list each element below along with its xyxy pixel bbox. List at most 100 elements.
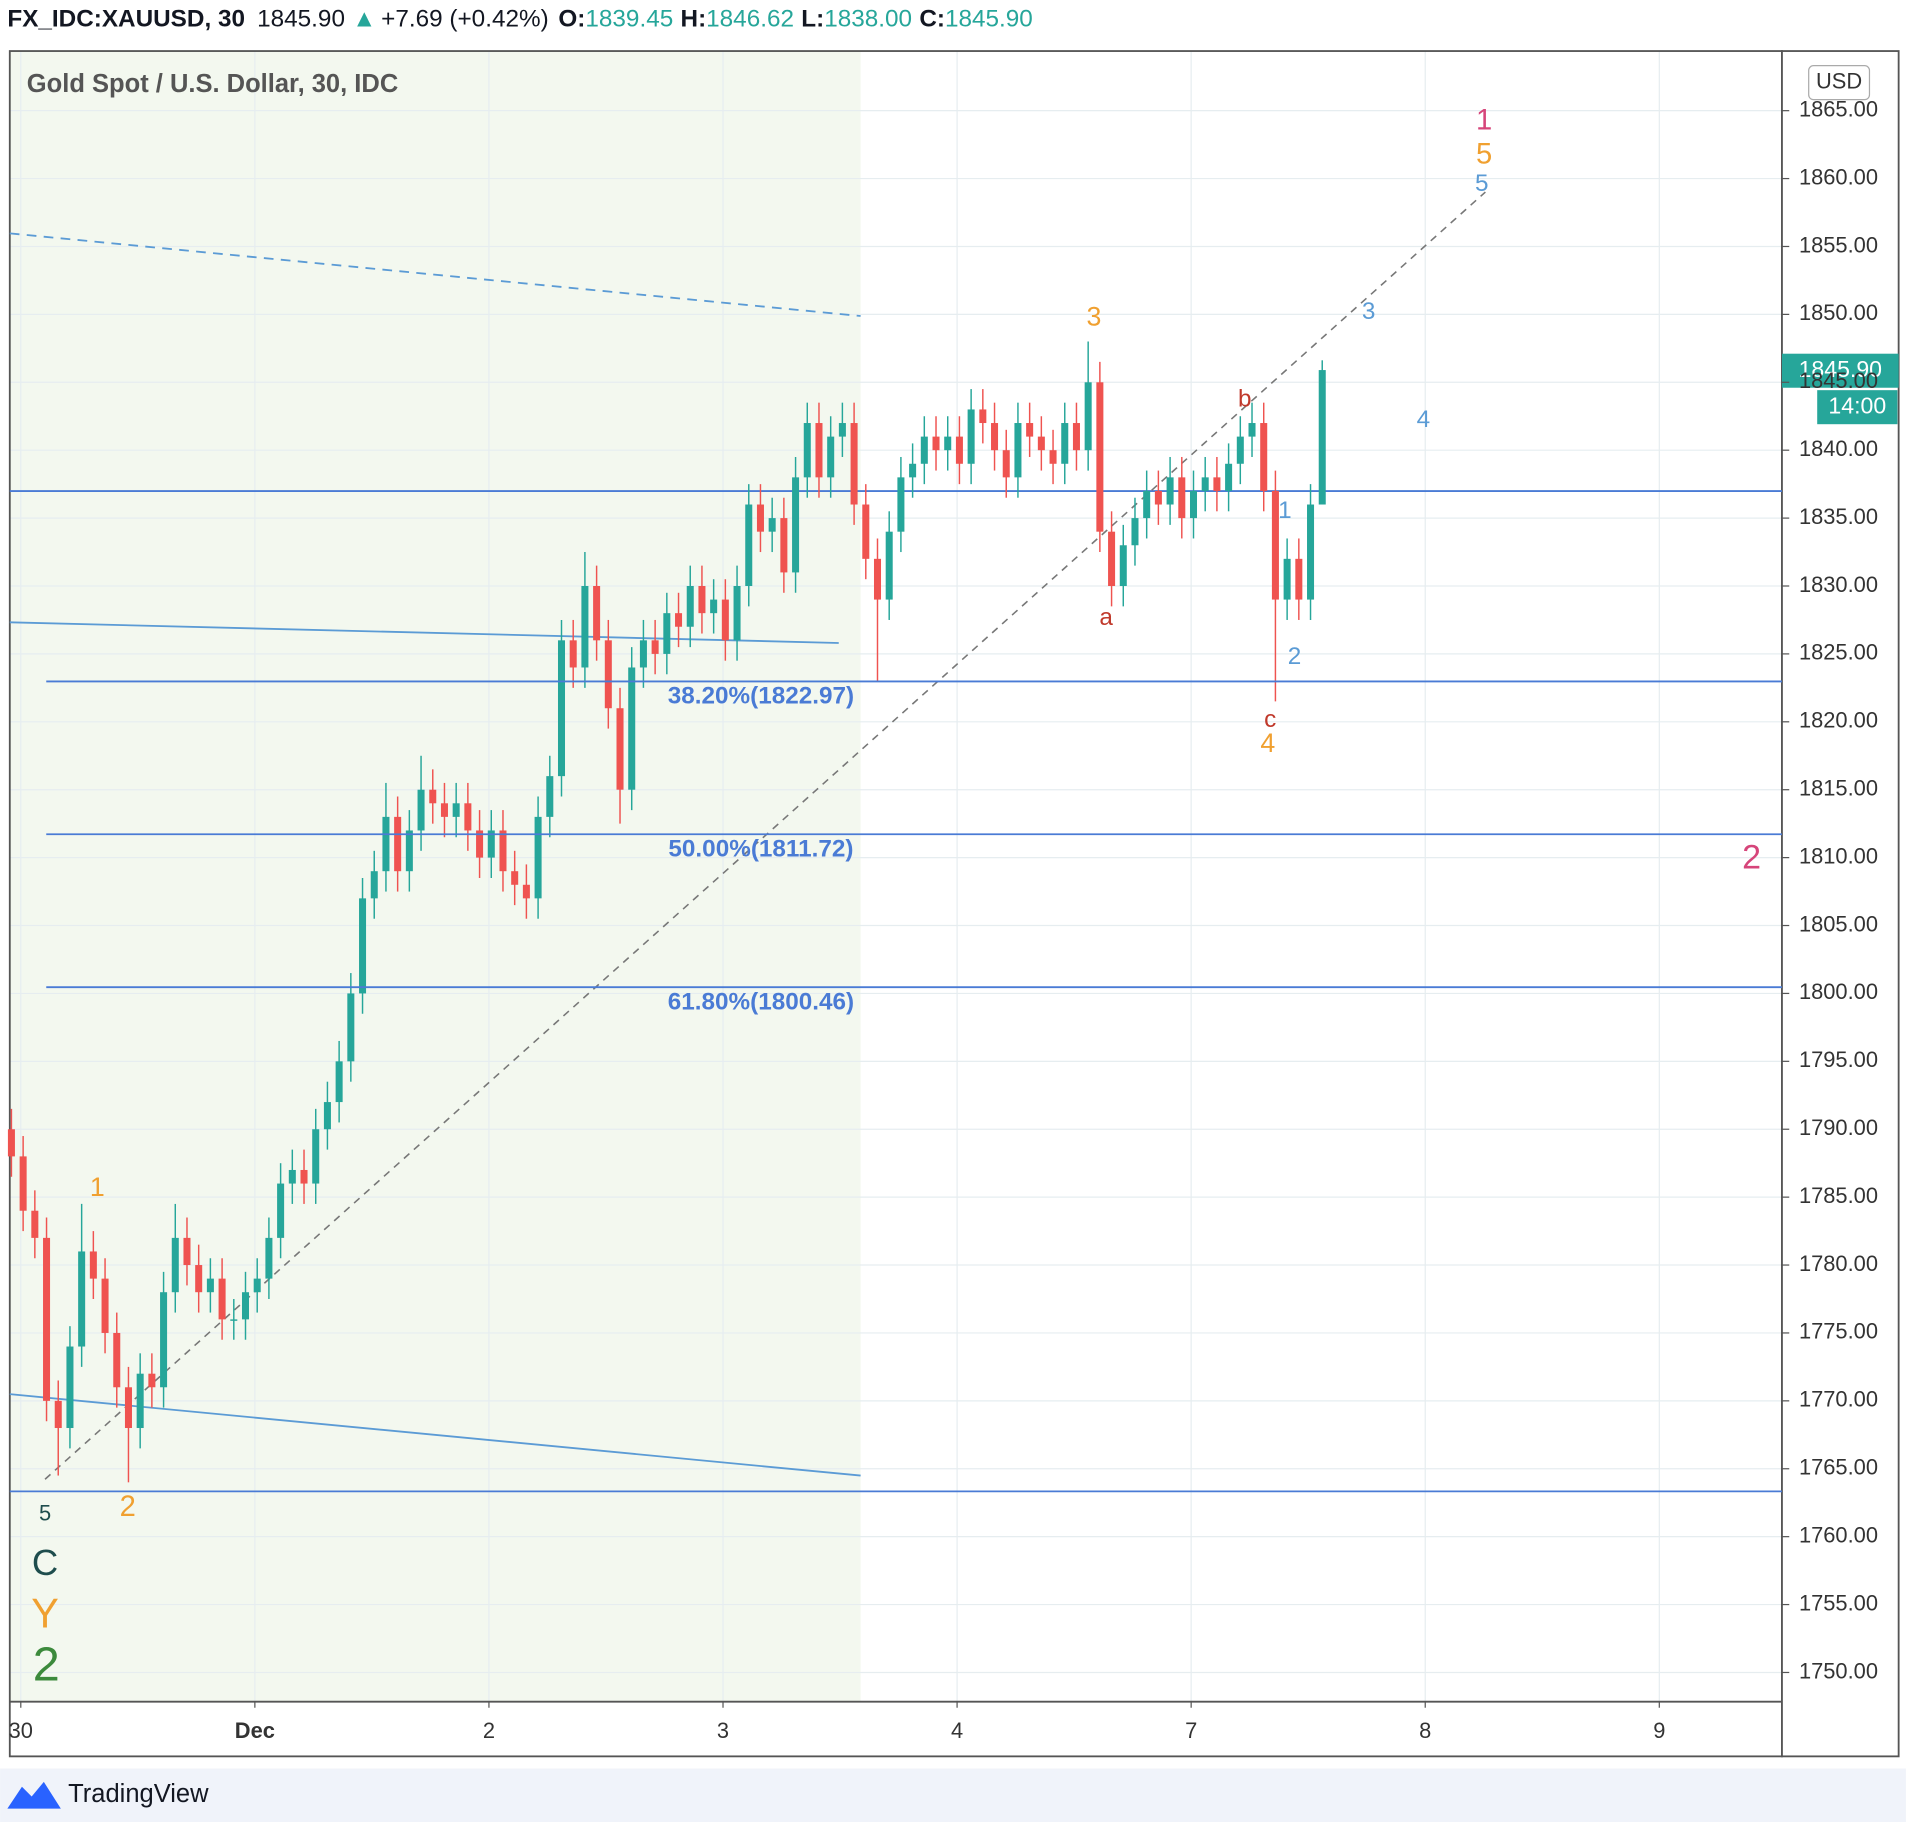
last-price: 1845.90	[257, 6, 345, 33]
x-tick-label: 8	[1419, 1718, 1431, 1743]
candle-body	[1166, 477, 1174, 505]
candle-body	[557, 640, 566, 777]
candle-body	[780, 518, 788, 573]
candle-body	[522, 884, 530, 899]
x-tick-label: 2	[483, 1718, 495, 1743]
candle-body	[1002, 450, 1010, 478]
candle-body	[429, 789, 437, 804]
y-tick-label: 1810.00	[1799, 843, 1878, 868]
countdown: 14:00	[1828, 392, 1886, 418]
candle-body	[113, 1332, 121, 1388]
x-tick-label: 9	[1653, 1718, 1665, 1743]
candle-body	[733, 586, 741, 641]
candle-body	[721, 599, 729, 641]
wave-label: Y	[31, 1591, 59, 1637]
candle-body	[651, 640, 659, 654]
candle-body	[955, 436, 963, 464]
candle-body	[686, 586, 694, 627]
brand: TradingView	[68, 1780, 209, 1808]
candle-body	[827, 436, 835, 478]
candle-body	[909, 463, 917, 478]
candle-body	[569, 640, 577, 668]
y-tick-label: 1770.00	[1799, 1387, 1878, 1412]
candle-body	[1049, 450, 1057, 464]
currency-box	[1808, 65, 1871, 101]
candle-body	[19, 1156, 27, 1211]
candle-body	[253, 1278, 261, 1293]
candle-body	[218, 1278, 226, 1320]
candle-body	[1119, 545, 1127, 587]
price-tag	[1781, 353, 1899, 388]
candle-body	[347, 993, 355, 1062]
candle-body	[1295, 558, 1303, 600]
candle-body	[171, 1237, 179, 1293]
wave-label: c	[1264, 706, 1276, 733]
candle-body	[897, 477, 905, 532]
candle-body	[1072, 423, 1080, 451]
candle-body	[967, 409, 975, 464]
candle-body	[920, 436, 928, 464]
candle-body	[1096, 382, 1104, 532]
candle-body	[1108, 531, 1116, 587]
wave-label: a	[1099, 604, 1113, 631]
y-tick-label: 1835.00	[1799, 504, 1878, 529]
wave-label: 3	[1362, 298, 1376, 325]
candle-body	[815, 423, 823, 478]
y-tick-label: 1865.00	[1799, 96, 1878, 121]
trend-line	[9, 1393, 861, 1477]
candle-body	[593, 586, 601, 641]
wave-label: b	[1238, 385, 1252, 412]
candle-body	[335, 1061, 343, 1103]
y-tick-label: 1860.00	[1799, 164, 1878, 189]
candle-body	[1248, 423, 1256, 437]
candle-body	[1026, 423, 1034, 437]
candle-body	[628, 667, 636, 790]
candle-body	[1271, 490, 1279, 600]
y-tick-label: 1775.00	[1799, 1319, 1878, 1344]
candle-body	[1236, 436, 1244, 464]
candle-body	[511, 871, 519, 885]
fib-label: 38.20%(1822.97)	[668, 683, 854, 710]
candle-body	[756, 504, 764, 532]
candle-body	[43, 1237, 51, 1401]
y-tick-label: 1780.00	[1799, 1251, 1878, 1276]
candle-body	[639, 640, 647, 668]
header-line: FX_IDC:XAUUSD, 30 1845.90 ▲ +7.69 (+0.42%) O…	[7, 6, 1032, 33]
y-tick-label: 1840.00	[1799, 436, 1878, 461]
wave-label: 5	[1475, 170, 1489, 197]
y-tick-label: 1760.00	[1799, 1522, 1878, 1547]
wave-label: 2	[1742, 838, 1761, 876]
candle-body	[1213, 477, 1221, 491]
candle-body	[195, 1265, 203, 1293]
candle-body	[124, 1387, 132, 1429]
highlight-zone	[9, 51, 861, 1702]
candle-body	[768, 518, 776, 532]
candle-body	[359, 898, 367, 994]
wave-label: 2	[1288, 643, 1302, 670]
candle-body	[499, 830, 507, 872]
wave-label: 4	[1417, 406, 1431, 433]
candle-body	[300, 1169, 308, 1184]
candle-body	[1061, 423, 1069, 464]
candle-body	[1014, 423, 1022, 478]
wave-label: C	[32, 1542, 58, 1583]
countdown-tag	[1817, 390, 1898, 425]
y-tick-label: 1850.00	[1799, 300, 1878, 325]
candle-body	[1143, 490, 1151, 519]
price-tag-text: 1845.90	[1799, 356, 1882, 382]
candle-body	[862, 504, 870, 559]
footer	[0, 1768, 1906, 1822]
candle-body	[1318, 370, 1326, 505]
wave-label: 5	[1476, 138, 1492, 170]
candle-body	[464, 803, 472, 831]
brand-logo	[7, 1781, 61, 1809]
candle-body	[405, 830, 413, 872]
y-tick-label: 1790.00	[1799, 1115, 1878, 1140]
candle-body	[745, 504, 753, 587]
candle-body	[323, 1102, 331, 1130]
candle-body	[206, 1278, 214, 1293]
candle-body	[534, 816, 542, 899]
candle-body	[1260, 423, 1268, 491]
